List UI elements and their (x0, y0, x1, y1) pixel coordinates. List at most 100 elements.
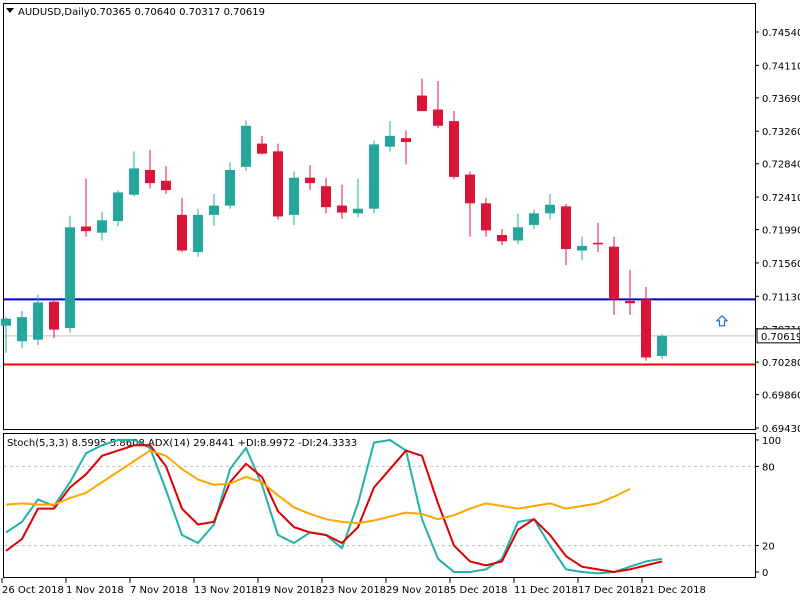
candle (641, 286, 651, 361)
candle (577, 236, 587, 260)
date-tick-label: 1 Nov 2018 (66, 585, 124, 596)
price-tick-label: 0.74540 (762, 28, 800, 39)
candle-body (529, 213, 539, 225)
candle (321, 177, 331, 214)
date-tick-label: 19 Nov 2018 (258, 585, 322, 596)
candle-body (625, 300, 635, 304)
date-tick-label: 5 Dec 2018 (450, 585, 508, 596)
candle (481, 197, 491, 237)
candle-body (449, 121, 459, 177)
candle (513, 213, 523, 245)
date-tick-label: 21 Dec 2018 (642, 585, 706, 596)
date-tick-label: 7 Nov 2018 (130, 585, 188, 596)
candle-body (401, 138, 411, 143)
price-tick-label: 0.71560 (762, 259, 800, 270)
candle-body (161, 180, 171, 191)
candle-body (257, 143, 267, 154)
current-price-box (756, 328, 800, 344)
candle (177, 197, 187, 253)
candle-body (561, 206, 571, 249)
indicator-label: Stoch(5,3,3) 8.5995 5.8608 ADX(14) 29.84… (7, 438, 357, 449)
date-tick-label: 17 Dec 2018 (578, 585, 642, 596)
indicator-tick-label: 100 (762, 436, 781, 447)
candle-body (321, 186, 331, 208)
candle-body (113, 192, 123, 222)
adx-line (5, 449, 631, 525)
candle (353, 178, 363, 218)
candle-body (305, 177, 315, 184)
indicator-levels (4, 465, 755, 547)
date-tick-label: 23 Nov 2018 (322, 585, 386, 596)
candle (49, 299, 59, 339)
price-tick-label: 0.72840 (762, 160, 800, 171)
candle-body (577, 245, 587, 251)
candle-body (385, 135, 395, 147)
candle (161, 166, 171, 194)
candle (497, 228, 507, 246)
candle-body (241, 125, 251, 167)
symbol-label: AUDUSD,Daily (18, 7, 90, 18)
candle (17, 310, 27, 349)
candle (1, 317, 11, 353)
chart-menu-triangle-icon[interactable] (6, 8, 14, 13)
candle (273, 143, 283, 220)
candle (145, 149, 155, 189)
candle-body (433, 109, 443, 126)
date-tick-label: 11 Dec 2018 (514, 585, 578, 596)
price-tick-label: 0.71130 (762, 292, 800, 303)
candle (609, 236, 619, 315)
candle-body (177, 214, 187, 251)
price-tick-label: 0.69430 (762, 424, 800, 435)
candle-body (513, 227, 523, 241)
price-tick-label: 0.69860 (762, 391, 800, 402)
price-tick-label: 0.73260 (762, 127, 800, 138)
price-tick-label: 0.74110 (762, 61, 800, 72)
stoch-signal-line (5, 444, 663, 573)
candle-body (273, 151, 283, 217)
candle-body (369, 144, 379, 209)
candle-body (417, 95, 427, 112)
indicator-axis: 100 80 20 0 (755, 436, 781, 579)
candle (241, 120, 251, 171)
candle-body (193, 214, 203, 253)
candle (225, 162, 235, 209)
date-tick-label: 26 Oct 2018 (2, 585, 64, 596)
date-tick-label: 29 Nov 2018 (386, 585, 450, 596)
indicator-tick-label: 80 (762, 462, 775, 473)
price-tick-label: 0.72410 (762, 193, 800, 204)
candlestick-series (1, 78, 667, 361)
current-price-marker: 0.70619 (756, 328, 800, 344)
candle (33, 294, 43, 346)
candle-body (33, 302, 43, 340)
candle-body (481, 203, 491, 231)
candle-body (1, 318, 11, 326)
candle-body (641, 299, 651, 358)
candle (97, 211, 107, 241)
candle-body (97, 220, 107, 233)
candle (417, 78, 427, 112)
main-panel-frame (3, 3, 756, 430)
candle-body (49, 301, 59, 330)
candle (449, 111, 459, 180)
candle-body (465, 174, 475, 204)
candle-body (145, 169, 155, 184)
candle-body (225, 169, 235, 206)
stoch-main-line (5, 439, 663, 575)
ohlc-values: 0.70365 0.70640 0.70317 0.70619 (90, 7, 265, 18)
candle (465, 171, 475, 237)
candle-body (353, 208, 363, 214)
candle (193, 208, 203, 257)
arrow-shape (715, 314, 729, 327)
candle (593, 222, 603, 253)
candle (81, 178, 91, 237)
price-tick-label: 0.71990 (762, 226, 800, 237)
candle (257, 135, 267, 155)
candle-body (17, 317, 27, 342)
candle-body (65, 227, 75, 329)
price-tick-label: 0.73690 (762, 94, 800, 105)
candle (625, 269, 635, 315)
candle (545, 193, 555, 220)
indicator-panel-frame (3, 433, 756, 578)
candle-body (609, 246, 619, 300)
